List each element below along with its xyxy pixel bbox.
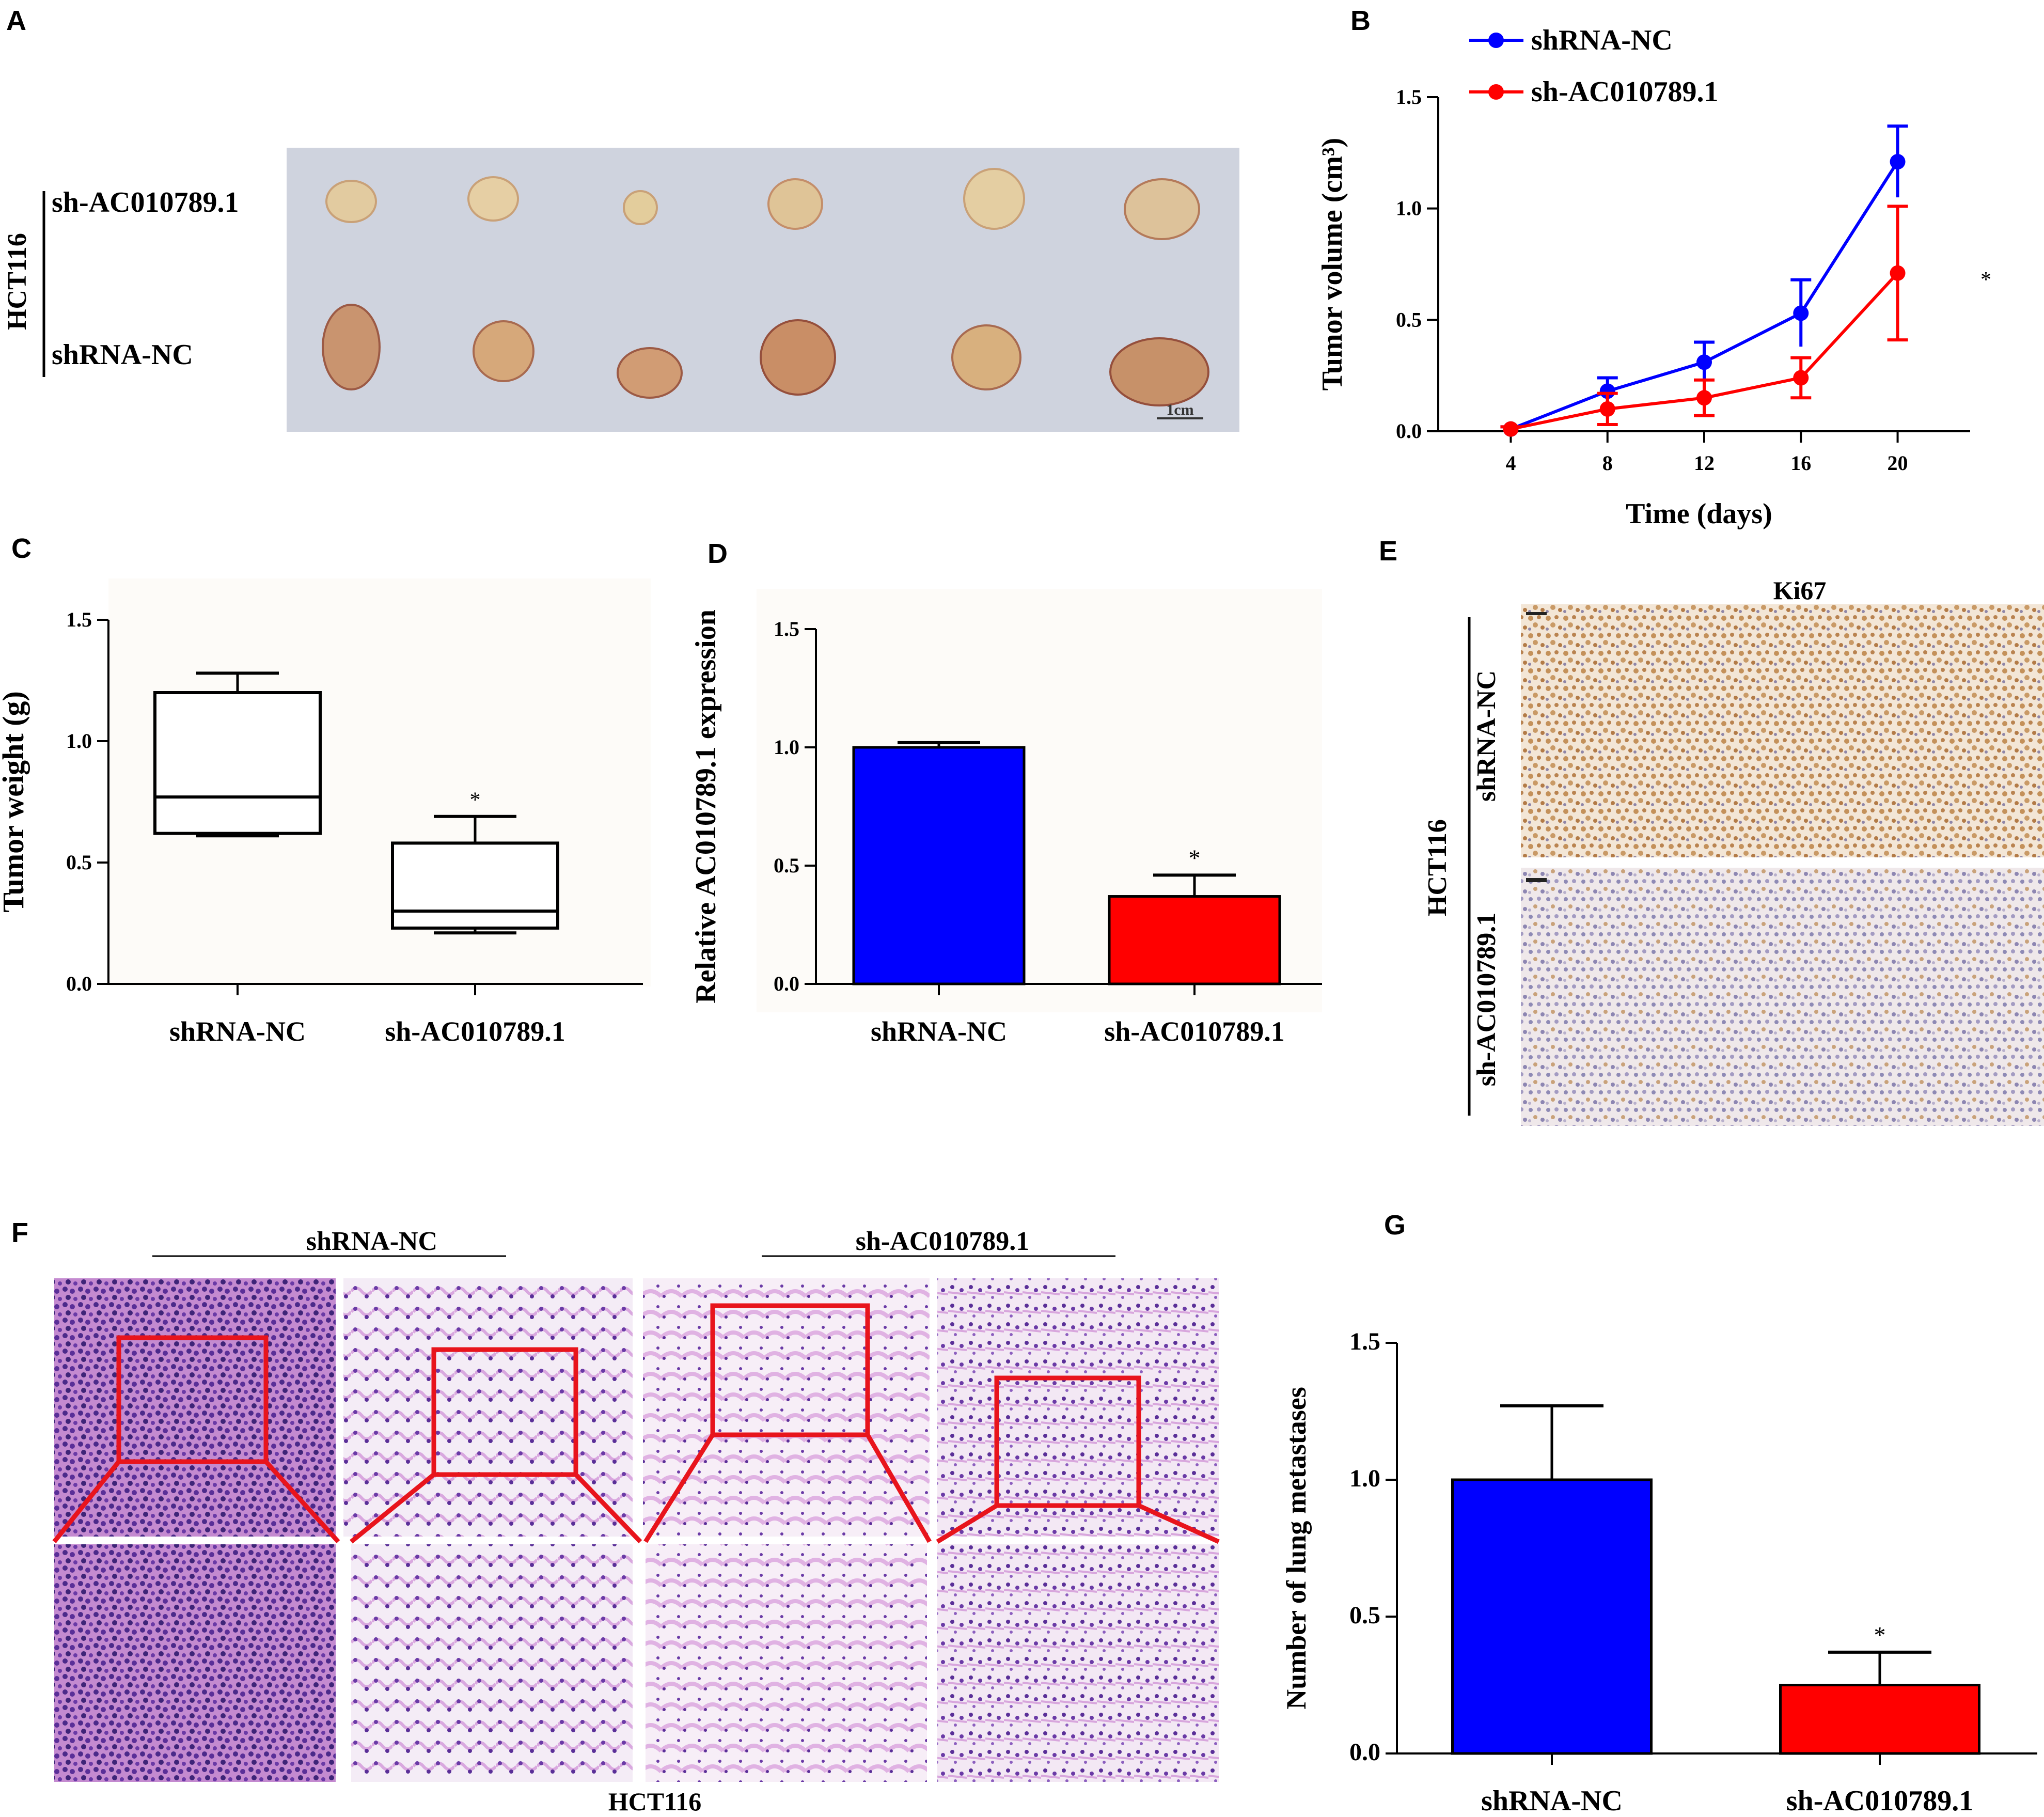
d-y-axis-label: Relative AC010789.1 expression [690, 609, 722, 1004]
b-x-tick-label: 8 [1602, 451, 1613, 475]
d-y-tick-label: 1.0 [774, 735, 799, 759]
ki67-title: Ki67 [1773, 576, 1827, 605]
g-y-tick-label: 0.0 [1349, 1738, 1380, 1766]
d-significance: * [1189, 844, 1201, 871]
b-y-tick-label: 0.5 [1396, 308, 1422, 331]
group-label-sh: sh-AC010789.1 [856, 1227, 1030, 1256]
b-point [1696, 354, 1712, 370]
d-y-tick-label: 1.5 [774, 617, 799, 640]
cell-line-label-f: HCT116 [608, 1787, 702, 1816]
g-y-axis-label: Number of lung metastases [1281, 1387, 1312, 1709]
b-legend-marker [1488, 84, 1504, 100]
tumor-row-top [325, 168, 1200, 240]
c-box [153, 691, 322, 835]
c-significance: * [470, 789, 481, 812]
ki67-image-sh [1521, 868, 2044, 1126]
b-x-axis-label: Time (days) [1626, 498, 1772, 530]
panel-label-g: G [1384, 1210, 1406, 1241]
chart-c: 0.0 0.5 1.0 1.5 Tumor weight (g) shRNA-NC sh-A… [0, 608, 643, 1047]
b-significance: * [1980, 268, 1991, 292]
panel-label-d: D [707, 538, 728, 569]
c-box [391, 841, 559, 930]
b-point [1793, 370, 1809, 386]
b-point [1503, 421, 1519, 437]
d-x-tick-label: sh-AC010789.1 [1104, 1016, 1285, 1047]
chart-b: 0.0 0.5 1.0 1.5 Tumor volume (cm³) 4 8 12 16 20 Ti… [1316, 24, 1991, 530]
group-label-nc: shRNA-NC [306, 1227, 437, 1256]
c-y-tick-label: 1.5 [66, 608, 92, 631]
g-x-tick-label: sh-AC010789.1 [1786, 1785, 1973, 1817]
b-y-tick-label: 1.5 [1396, 85, 1422, 108]
g-significance: * [1874, 1622, 1886, 1648]
panel-label-b: B [1350, 5, 1371, 36]
scale-bar-label: 1cm [1166, 401, 1193, 418]
b-legend-marker [1488, 33, 1504, 48]
g-y-tick-label: 1.5 [1349, 1328, 1380, 1355]
d-x-tick-label: shRNA-NC [871, 1016, 1007, 1047]
panel-label-e: E [1379, 536, 1397, 567]
b-y-tick-label: 1.0 [1396, 197, 1422, 220]
cell-line-label-a: HCT116 [3, 233, 32, 330]
b-y-tick-label: 0.0 [1396, 419, 1422, 443]
c-x-tick-label: shRNA-NC [169, 1016, 306, 1047]
b-point [1599, 383, 1615, 399]
b-point [1890, 154, 1906, 170]
g-bar [1779, 1684, 1980, 1755]
he-top-row [54, 1278, 1219, 1537]
row-label-sh-e: sh-AC010789.1 [1472, 913, 1501, 1087]
g-y-tick-label: 0.5 [1349, 1602, 1380, 1629]
b-point [1890, 265, 1906, 281]
b-point [1599, 401, 1615, 417]
scale-bar-e2 [1526, 878, 1547, 882]
b-y-axis-label: Tumor volume (cm³) [1316, 138, 1348, 391]
c-y-tick-label: 0.5 [66, 851, 92, 874]
b-point [1696, 390, 1712, 406]
d-bar [1108, 895, 1281, 985]
g-bar [1451, 1478, 1653, 1755]
b-x-tick-label: 16 [1790, 451, 1811, 475]
chart-g: 0.0 0.5 1.0 1.5 Number of lung metastases shR… [1281, 1328, 2037, 1817]
d-y-tick-label: 0.5 [774, 854, 799, 877]
b-legend-label: sh-AC010789.1 [1531, 76, 1718, 108]
panel-label-f: F [11, 1217, 28, 1248]
row-label-nc-e: shRNA-NC [1472, 670, 1501, 802]
b-x-tick-label: 20 [1888, 451, 1908, 475]
cell-line-label-e: HCT116 [1423, 819, 1452, 916]
tumor-photo [287, 148, 1239, 432]
b-legend-label: shRNA-NC [1531, 24, 1673, 56]
c-y-axis-label: Tumor weight (g) [0, 691, 30, 913]
zoom-boxes [52, 1303, 1220, 1544]
c-x-tick-label: sh-AC010789.1 [385, 1016, 565, 1047]
chart-d: 0.0 0.5 1.0 1.5 Relative AC010789.1 expressi… [690, 609, 1322, 1047]
tumor-row-bottom [322, 304, 1209, 406]
b-point [1793, 305, 1809, 321]
panel-label-c: C [11, 533, 32, 564]
g-y-tick-label: 1.0 [1349, 1465, 1380, 1492]
he-bottom-row [54, 1544, 1219, 1782]
ki67-image-nc [1521, 604, 2044, 857]
panel-label-a: A [6, 5, 26, 36]
c-y-tick-label: 0.0 [66, 972, 92, 995]
scale-bar-e1 [1526, 612, 1547, 615]
d-y-tick-label: 0.0 [774, 972, 799, 995]
c-y-tick-label: 1.0 [66, 729, 92, 753]
row-label-bottom-a: shRNA-NC [52, 339, 193, 371]
b-x-tick-label: 12 [1694, 451, 1715, 475]
b-x-tick-label: 4 [1505, 451, 1516, 475]
g-x-tick-label: shRNA-NC [1481, 1785, 1623, 1817]
d-bar [852, 746, 1026, 985]
row-label-top-a: sh-AC010789.1 [52, 186, 239, 218]
